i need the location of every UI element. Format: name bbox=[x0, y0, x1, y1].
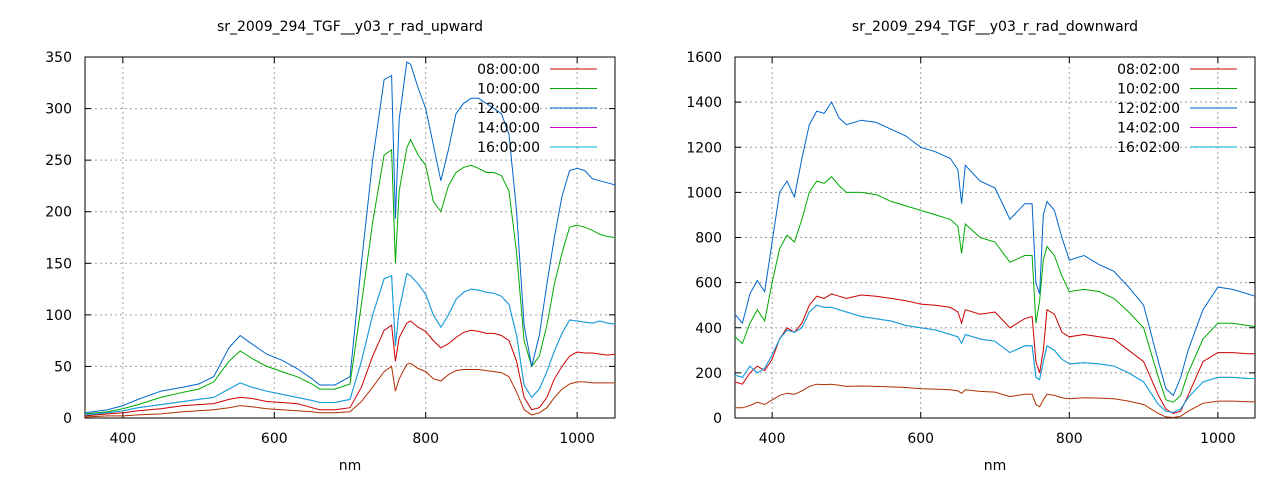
y-tick-label: 1200 bbox=[686, 140, 722, 156]
y-tick-label: 1400 bbox=[686, 95, 722, 111]
legend-label: 16:00:00 bbox=[477, 140, 540, 156]
y-tick-label: 0 bbox=[63, 411, 72, 427]
series-line-100200 bbox=[734, 175, 1256, 403]
series-line-120200 bbox=[734, 101, 1256, 397]
y-tick-label: 200 bbox=[45, 205, 72, 221]
x-tick-label: 1000 bbox=[559, 431, 595, 447]
chart-2: sr_2009_294_TGF__y03_r_rad_downward 0 200 4… bbox=[686, 19, 1256, 474]
y-tick-label: 200 bbox=[695, 366, 722, 382]
legend-label: 08:00:00 bbox=[477, 62, 540, 78]
x-tick-label: 1000 bbox=[1200, 431, 1236, 447]
y-tick-label: 100 bbox=[45, 308, 72, 324]
series-line-160200 bbox=[734, 304, 1255, 413]
series-line-160000 bbox=[84, 272, 616, 416]
y-tick-label: 250 bbox=[45, 153, 72, 169]
y-tick-label: 350 bbox=[45, 50, 72, 66]
legend-label: 16:02:00 bbox=[1117, 140, 1180, 156]
chart-1: sr_2009_294_TGF__y03_r_rad_upward 0 50 100 1… bbox=[45, 19, 616, 474]
chart-title: sr_2009_294_TGF__y03_r_rad_upward bbox=[217, 19, 483, 35]
series-line-unlabeled-5 bbox=[735, 383, 1255, 419]
series-line-120000 bbox=[84, 61, 616, 414]
series-line-140200 bbox=[734, 304, 1255, 413]
series-line-080000 bbox=[84, 320, 616, 417]
x-tick-label: 400 bbox=[109, 431, 136, 447]
x-axis-label: nm bbox=[339, 458, 362, 474]
y-tick-label: 1000 bbox=[686, 185, 722, 201]
y-tick-label: 800 bbox=[695, 231, 722, 247]
series-line-080200 bbox=[734, 293, 1255, 415]
legend-label: 12:02:00 bbox=[1117, 101, 1180, 117]
x-tick-label: 800 bbox=[412, 431, 439, 447]
x-tick-label: 400 bbox=[759, 431, 786, 447]
legend-label: 14:02:00 bbox=[1117, 121, 1180, 137]
y-tick-label: 50 bbox=[54, 359, 72, 375]
x-tick-label: 600 bbox=[261, 431, 288, 447]
legend-label: 08:02:00 bbox=[1117, 62, 1180, 78]
legend-label: 14:00:00 bbox=[477, 121, 540, 137]
legend-label: 10:00:00 bbox=[477, 82, 540, 98]
y-tick-label: 300 bbox=[45, 102, 72, 118]
y-tick-label: 1600 bbox=[686, 50, 722, 66]
series-line-100000 bbox=[84, 138, 616, 415]
x-tick-label: 600 bbox=[907, 431, 934, 447]
x-axis-label: nm bbox=[984, 458, 1007, 474]
x-tick-label: 800 bbox=[1056, 431, 1083, 447]
legend-label: 10:02:00 bbox=[1117, 82, 1180, 98]
y-tick-label: 600 bbox=[695, 276, 722, 292]
legend-label: 12:00:00 bbox=[477, 101, 540, 117]
series-line-unlabeled-5 bbox=[84, 362, 615, 418]
y-tick-label: 400 bbox=[695, 321, 722, 337]
y-tick-label: 0 bbox=[713, 411, 722, 427]
chart-title: sr_2009_294_TGF__y03_r_rad_downward bbox=[852, 19, 1138, 35]
y-tick-label: 150 bbox=[45, 256, 72, 272]
